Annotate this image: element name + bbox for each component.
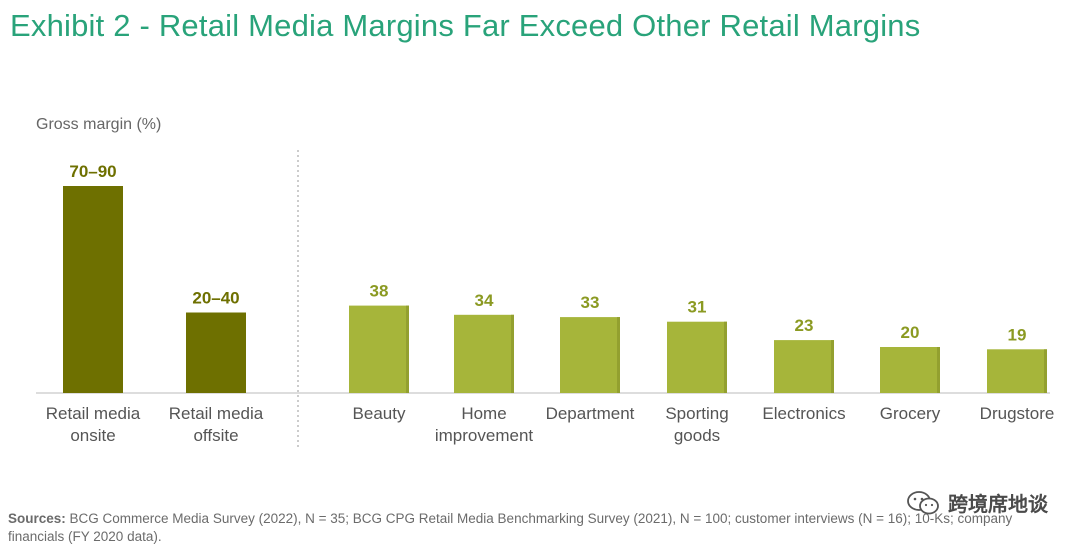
data-label: 33 [581,293,600,312]
data-label: 20–40 [192,289,239,308]
data-label: 70–90 [69,162,116,181]
bar-edge-shade [831,340,834,393]
bar-retail-media-offsite [186,312,246,393]
bar-retail-media-onsite [63,186,123,393]
bar-edge-shade [511,314,514,393]
category-label: goods [674,426,720,445]
bar-beauty [349,305,409,393]
bar-department [560,317,620,393]
bar-grocery [880,347,940,393]
category-label: improvement [435,426,534,445]
watermark-text: 跨境席地谈 [948,494,1048,516]
sources-text: BCG Commerce Media Survey (2022), N = 35… [8,511,1013,544]
sources-note: Sources: BCG Commerce Media Survey (2022… [8,510,1038,546]
bar-home-improvement [454,314,514,393]
category-label: Electronics [762,404,845,423]
category-label: Retail media [46,404,141,423]
watermark: 跨境席地谈 [906,488,1048,517]
bar-sporting-goods [667,321,727,393]
data-label: 20 [901,323,920,342]
y-axis-label: Gross margin (%) [36,116,161,133]
category-label: onsite [70,426,115,445]
data-label: 19 [1008,325,1027,344]
data-label: 23 [795,316,814,335]
category-label: Drugstore [980,404,1055,423]
wechat-icon [907,490,939,514]
category-label: Sporting [665,404,728,423]
bar-electronics [774,340,834,393]
bar-edge-shade [617,317,620,393]
category-label: Home [461,404,506,423]
category-label: Department [546,404,635,423]
data-label: 34 [475,291,494,310]
data-label: 31 [688,298,707,317]
bar-drugstore [987,349,1047,393]
data-label: 38 [370,282,389,301]
category-label: offsite [193,426,238,445]
chart-title: Exhibit 2 - Retail Media Margins Far Exc… [10,8,921,43]
bar-edge-shade [724,321,727,393]
bar-edge-shade [937,347,940,393]
category-label: Retail media [169,404,264,423]
bar-edge-shade [406,305,409,393]
sources-label: Sources: [8,511,66,526]
category-label: Grocery [880,404,941,423]
bar-edge-shade [1044,349,1047,393]
category-label: Beauty [353,404,406,423]
bar-chart: Gross margin (%) 70–90 Retail media onsite 2… [36,116,1055,448]
